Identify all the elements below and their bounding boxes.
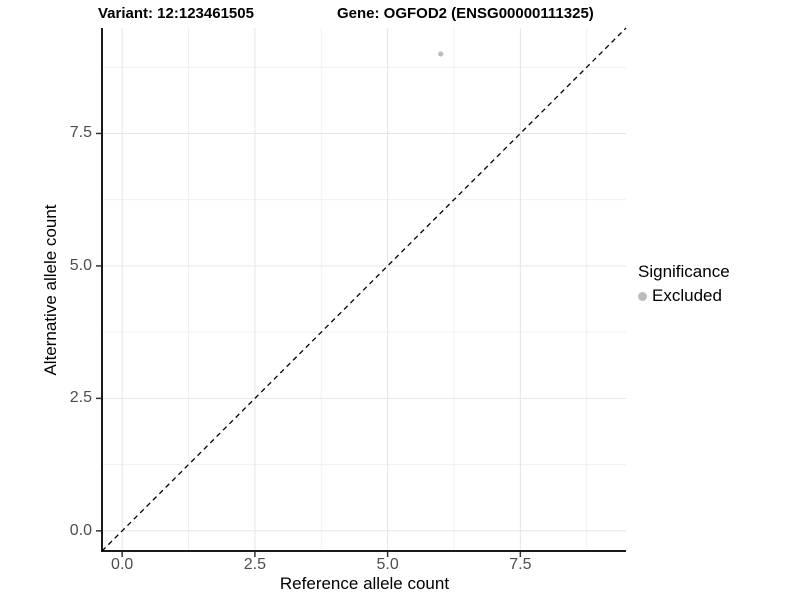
data-point: [438, 51, 444, 57]
legend-item-label: Excluded: [652, 286, 722, 305]
x-tick-label: 2.5: [243, 556, 267, 573]
x-axis-title: Reference allele count: [279, 574, 450, 593]
plot-title-gene: Gene: OGFOD2 (ENSG00000111325): [337, 5, 594, 22]
y-tick-label: 2.5: [69, 389, 92, 407]
x-tick-label: 0.0: [111, 556, 134, 573]
legend-title: Significance: [638, 262, 730, 281]
legend-item: Excluded: [638, 286, 730, 306]
identity-reference-line: [101, 27, 627, 552]
legend: Significance Excluded: [638, 262, 730, 306]
plot-title-variant: Variant: 12:123461505: [98, 5, 254, 22]
y-tick-label: 7.5: [69, 124, 92, 142]
y-tick-label: 0.0: [69, 521, 92, 539]
x-tick-label: 5.0: [376, 556, 399, 573]
x-tick-label: 7.5: [509, 556, 532, 573]
legend-key-dot-icon: [638, 291, 647, 301]
y-axis-title: Alternative allele count: [41, 204, 60, 376]
y-tick-label: 5.0: [69, 256, 92, 274]
